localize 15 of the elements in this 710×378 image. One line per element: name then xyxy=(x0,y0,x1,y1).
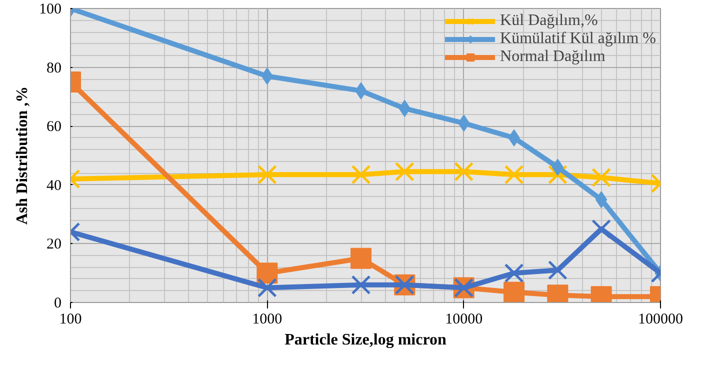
y-tick-label: 80 xyxy=(46,60,62,76)
legend-label: Kümülatif Kül ağılım % xyxy=(500,30,656,48)
y-tick-label: 0 xyxy=(54,296,62,312)
x-tick-label: 100000 xyxy=(638,312,683,328)
legend-label: Kül Dağılım,% xyxy=(500,12,598,30)
y-tick-label: 40 xyxy=(46,178,62,194)
legend-label: Normal Dağılım xyxy=(500,48,606,66)
y-axis-title: Ash Distribution ,% xyxy=(14,86,31,225)
x-tick-label: 100 xyxy=(59,312,82,328)
y-tick-label: 60 xyxy=(46,119,62,136)
y-tick-label: 100 xyxy=(39,2,62,18)
x-axis-title: Particle Size,log micron xyxy=(284,332,447,348)
x-tick-label: 10000 xyxy=(445,312,483,328)
y-tick-label: 20 xyxy=(46,236,62,253)
x-tick-label: 1000 xyxy=(252,312,282,328)
